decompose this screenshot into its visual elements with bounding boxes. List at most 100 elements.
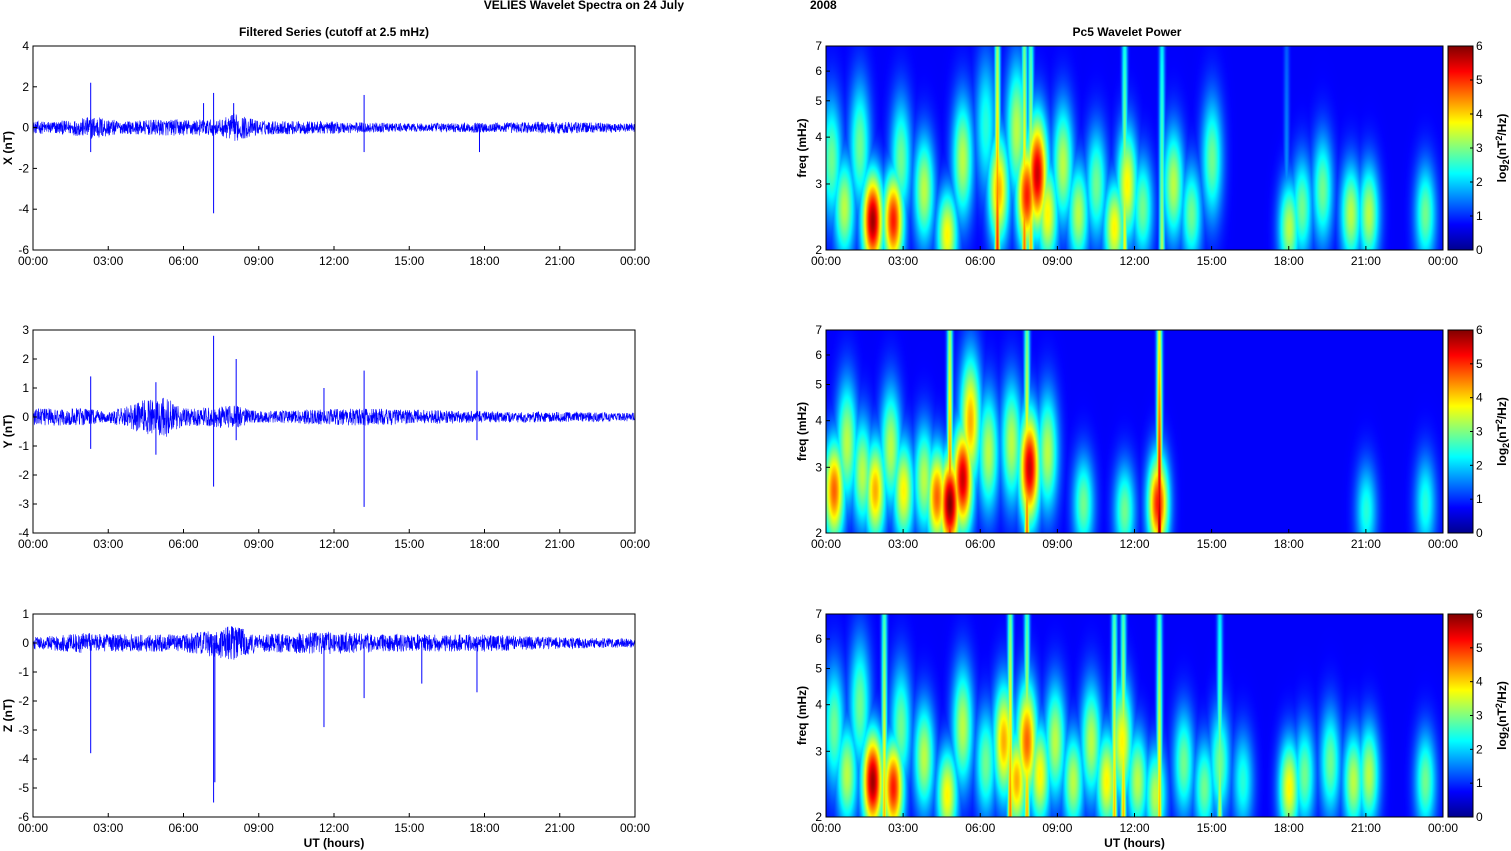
colorbar-label-part: (nT [1495,424,1509,443]
right-column-title: Pc5 Wavelet Power [1073,25,1182,39]
y-tick-label: 4 [815,414,822,428]
x-tick-label: 00:00 [1428,537,1458,551]
x-axis-label: UT (hours) [1104,836,1165,850]
x-tick-label: 00:00 [1428,821,1458,835]
figure-title: VELIES Wavelet Spectra on 24 July [484,0,685,12]
y-tick-label: 0 [22,636,29,650]
x-tick-label: 15:00 [394,821,424,835]
y-tick-label: 6 [815,348,822,362]
x-tick-label: 21:00 [545,254,575,268]
x-tick-label: 15:00 [1197,821,1227,835]
y-tick-label: 7 [815,323,822,337]
x-tick-label: 06:00 [965,254,995,268]
x-tick-label: 18:00 [469,254,499,268]
colorbar-label-part: log [1495,732,1509,750]
colorbar-tick-label: 5 [1476,73,1483,87]
y-tick-label: 6 [815,64,822,78]
colorbar-label: log2(nT2/Hz) [1494,681,1511,750]
y-tick-label: -4 [18,752,29,766]
y-axis-label: X (nT) [1,131,15,165]
x-tick-label: 15:00 [394,254,424,268]
y-axis-label: Y (nT) [1,415,15,449]
colorbar-tick-label: 4 [1476,675,1483,689]
x-tick-label: 09:00 [244,537,274,551]
colorbar-tick-label: 0 [1476,243,1483,257]
z-wavelet-panel: 2 3 4 5 6 7 00:00 03:00 06:00 09:00 12:00 15:00 18:0… [795,607,1511,850]
series-line [32,113,636,141]
y-tick-label: 3 [815,177,822,191]
y-tick-label: 0 [22,121,29,135]
x-tick-label: 21:00 [1351,254,1381,268]
plot-area [33,46,635,250]
colorbar-tick-label: 0 [1476,810,1483,824]
x-tick-label: 21:00 [1351,537,1381,551]
x-tick-label: 00:00 [1428,254,1458,268]
y-axis-label: Z (nT) [1,699,15,732]
colorbar-label-part: 2 [1501,443,1511,448]
y-tick-label: 1 [22,381,29,395]
colorbar-tick-label: 1 [1476,209,1483,223]
x-wavelet-panel: 2 3 4 5 6 7 00:00 03:00 06:00 09:00 12:00 15:00 18:0… [795,39,1511,268]
colorbar-label-part: /Hz) [1495,114,1509,136]
y-tick-label: -5 [18,781,29,795]
y-tick-label: 7 [815,607,822,621]
x-tick-label: 09:00 [1042,821,1072,835]
y-tick-label: 2 [815,810,822,824]
y-wavelet-panel: 2 3 4 5 6 7 00:00 03:00 06:00 09:00 12:00 15:00 18:0… [795,323,1511,551]
x-tick-label: 03:00 [888,821,918,835]
x-tick-label: 09:00 [244,821,274,835]
x-tick-label: 00:00 [811,821,841,835]
x-tick-label: 00:00 [18,537,48,551]
colorbar-tick-label: 5 [1476,641,1483,655]
colorbar-label-part: (nT [1495,708,1509,727]
y-tick-label: 4 [815,698,822,712]
x-tick-label: 00:00 [620,254,650,268]
left-column-title: Filtered Series (cutoff at 2.5 mHz) [239,25,429,39]
y-axis-label: freq (mHz) [795,118,809,177]
y-tick-label: 7 [815,39,822,53]
x-axis-label: UT (hours) [304,836,365,850]
y-tick-label: 5 [815,94,822,108]
x-tick-label: 12:00 [1119,254,1149,268]
y-tick-label: 3 [815,744,822,758]
colorbar-label-part: 2 [1501,159,1511,164]
x-series-panel: 420-2-4-600:00 03:00 06:00 09:00 12:00 15:00 1… [1,39,650,268]
colorbar-tick-label: 4 [1476,107,1483,121]
y-tick-label: 3 [815,460,822,474]
y-tick-label: 2 [815,526,822,540]
y-tick-label: -2 [18,161,29,175]
y-tick-label: 3 [22,323,29,337]
x-tick-label: 12:00 [1119,537,1149,551]
colorbar-tick-label: 6 [1476,323,1483,337]
y-tick-label: -1 [18,665,29,679]
colorbar-label: log2(nT2/Hz) [1494,114,1511,183]
x-tick-label: 00:00 [620,537,650,551]
x-tick-label: 18:00 [1274,254,1304,268]
colorbar-tick-label: 1 [1476,492,1483,506]
x-tick-label: 15:00 [1197,537,1227,551]
colorbar-label-part: /Hz) [1495,397,1509,419]
y-tick-label: 2 [22,80,29,94]
x-tick-label: 00:00 [811,537,841,551]
y-tick-label: -4 [18,526,29,540]
x-tick-label: 03:00 [888,537,918,551]
y-tick-label: 4 [22,39,29,53]
colorbar-label-part: 2 [1494,136,1504,141]
y-tick-label: -6 [18,243,29,257]
colorbar-label-part: /Hz) [1495,681,1509,703]
y-axis-label: freq (mHz) [795,686,809,745]
figure-title-year: 2008 [810,0,837,12]
colorbar-tick-label: 2 [1476,742,1483,756]
x-tick-label: 18:00 [469,537,499,551]
colorbar-tick-label: 2 [1476,458,1483,472]
y-tick-label: -2 [18,694,29,708]
y-tick-label: 2 [22,352,29,366]
y-tick-label: 5 [815,662,822,676]
x-tick-label: 21:00 [1351,821,1381,835]
x-tick-label: 18:00 [1274,821,1304,835]
x-tick-label: 00:00 [18,254,48,268]
x-tick-label: 09:00 [244,254,274,268]
y-tick-label: 1 [22,607,29,621]
x-tick-label: 03:00 [888,254,918,268]
colorbar-tick-label: 6 [1476,39,1483,53]
